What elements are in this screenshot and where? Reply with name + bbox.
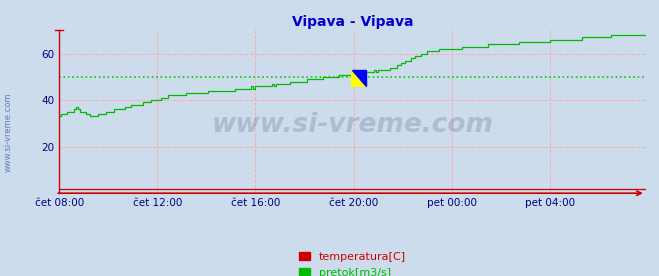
Polygon shape [351,70,366,86]
Title: Vipava - Vipava: Vipava - Vipava [292,15,413,29]
Text: www.si-vreme.com: www.si-vreme.com [212,112,494,138]
Polygon shape [351,70,366,86]
Text: www.si-vreme.com: www.si-vreme.com [3,93,13,172]
Legend: temperatura[C], pretok[m3/s]: temperatura[C], pretok[m3/s] [295,247,411,276]
